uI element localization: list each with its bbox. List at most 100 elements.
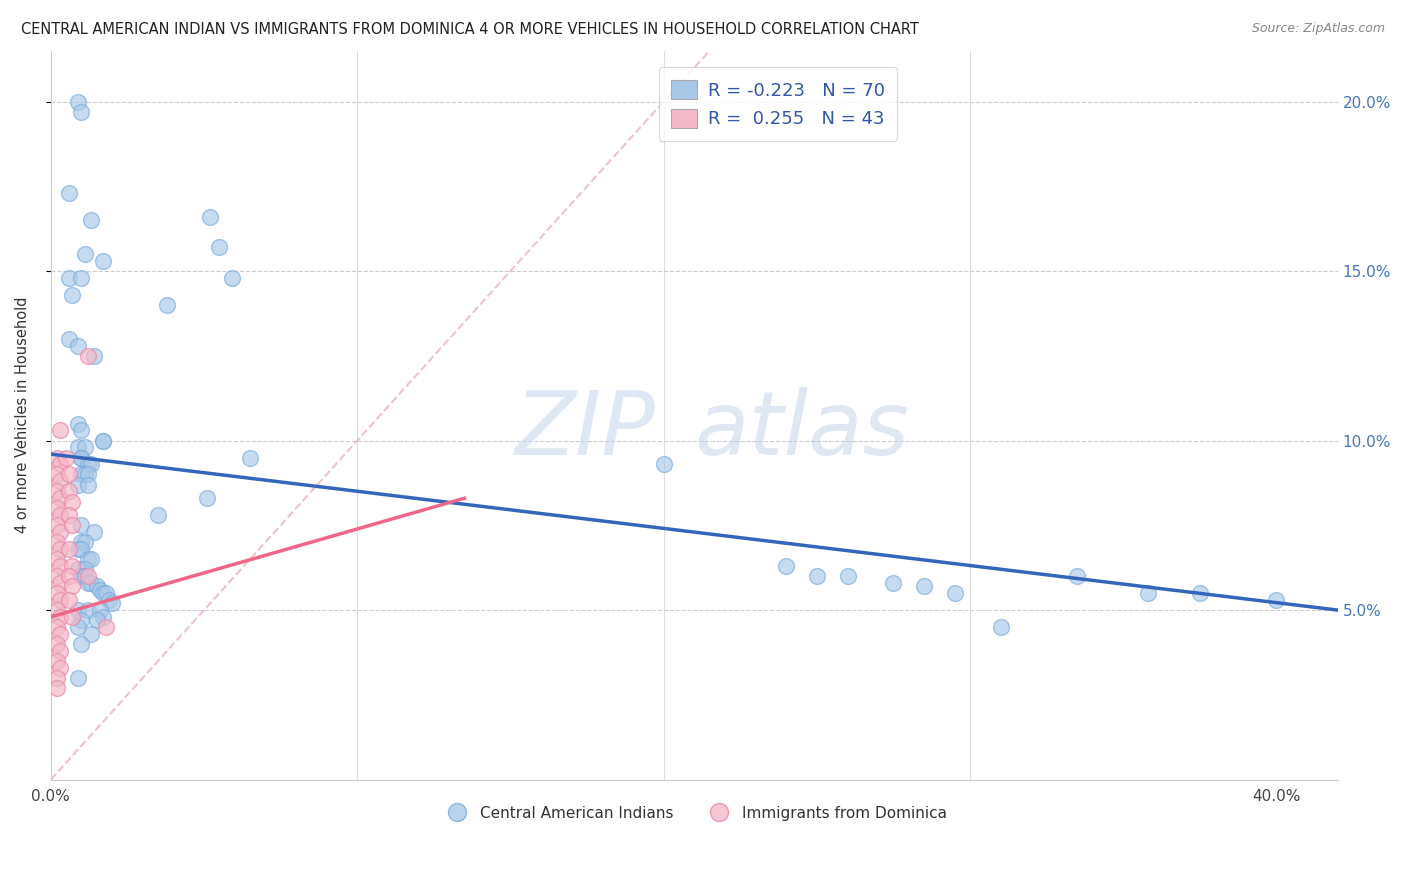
Point — [46, 467, 69, 482]
Y-axis label: 4 or more Vehicles in Household: 4 or more Vehicles in Household — [15, 297, 30, 533]
Point — [73, 569, 96, 583]
Point — [67, 95, 90, 109]
Point — [79, 552, 101, 566]
Point — [58, 186, 80, 200]
Point — [49, 491, 72, 506]
Point — [49, 610, 72, 624]
Point — [70, 542, 93, 557]
Point — [89, 603, 111, 617]
Point — [46, 637, 69, 651]
Point — [49, 525, 72, 540]
Point — [98, 593, 121, 607]
Point — [46, 552, 69, 566]
Point — [146, 508, 169, 523]
Point — [55, 450, 77, 465]
Point — [67, 671, 90, 685]
Point — [49, 593, 72, 607]
Point — [58, 569, 80, 583]
Point — [70, 450, 93, 465]
Point — [46, 484, 69, 499]
Point — [46, 603, 69, 617]
Point — [46, 535, 69, 549]
Point — [89, 582, 111, 597]
Point — [67, 417, 90, 431]
Point — [76, 569, 98, 583]
Point — [91, 610, 114, 624]
Point — [67, 477, 90, 491]
Point — [79, 627, 101, 641]
Point — [990, 620, 1012, 634]
Point — [882, 576, 904, 591]
Point — [46, 501, 69, 516]
Point — [70, 569, 93, 583]
Text: CENTRAL AMERICAN INDIAN VS IMMIGRANTS FROM DOMINICA 4 OR MORE VEHICLES IN HOUSEH: CENTRAL AMERICAN INDIAN VS IMMIGRANTS FR… — [21, 22, 920, 37]
Point — [49, 458, 72, 472]
Point — [91, 586, 114, 600]
Legend: Central American Indians, Immigrants from Dominica: Central American Indians, Immigrants fro… — [436, 799, 953, 827]
Point — [58, 542, 80, 557]
Point — [73, 562, 96, 576]
Point — [60, 494, 83, 508]
Point — [46, 671, 69, 685]
Point — [94, 620, 117, 634]
Point — [49, 627, 72, 641]
Point — [208, 240, 231, 254]
Point — [46, 450, 69, 465]
Point — [79, 576, 101, 591]
Point — [76, 349, 98, 363]
Point — [60, 287, 83, 301]
Point — [58, 332, 80, 346]
Point — [91, 434, 114, 448]
Point — [49, 475, 72, 489]
Point — [58, 508, 80, 523]
Point — [46, 620, 69, 634]
Point — [239, 450, 262, 465]
Point — [76, 467, 98, 482]
Point — [70, 518, 93, 533]
Point — [156, 298, 179, 312]
Point — [195, 491, 218, 506]
Point — [70, 637, 93, 651]
Point — [198, 210, 221, 224]
Point — [73, 467, 96, 482]
Point — [49, 576, 72, 591]
Point — [49, 424, 72, 438]
Point — [70, 450, 93, 465]
Point — [46, 569, 69, 583]
Point — [91, 434, 114, 448]
Point — [1188, 586, 1211, 600]
Point — [60, 518, 83, 533]
Point — [70, 424, 93, 438]
Point — [775, 559, 797, 574]
Point — [49, 644, 72, 658]
Point — [60, 610, 83, 624]
Point — [60, 559, 83, 574]
Point — [46, 681, 69, 695]
Point — [79, 213, 101, 227]
Text: ZIP: ZIP — [515, 387, 655, 473]
Point — [49, 559, 72, 574]
Point — [58, 593, 80, 607]
Text: atlas: atlas — [695, 387, 910, 473]
Point — [83, 349, 105, 363]
Point — [1066, 569, 1088, 583]
Point — [67, 338, 90, 352]
Point — [70, 270, 93, 285]
Point — [221, 270, 243, 285]
Point — [46, 586, 69, 600]
Point — [837, 569, 859, 583]
Point — [58, 484, 80, 499]
Point — [86, 613, 108, 627]
Point — [46, 518, 69, 533]
Point — [49, 542, 72, 557]
Point — [76, 576, 98, 591]
Point — [806, 569, 828, 583]
Point — [73, 535, 96, 549]
Point — [79, 458, 101, 472]
Point — [49, 661, 72, 675]
Point — [76, 603, 98, 617]
Point — [70, 613, 93, 627]
Point — [58, 467, 80, 482]
Point — [652, 458, 675, 472]
Point — [912, 579, 935, 593]
